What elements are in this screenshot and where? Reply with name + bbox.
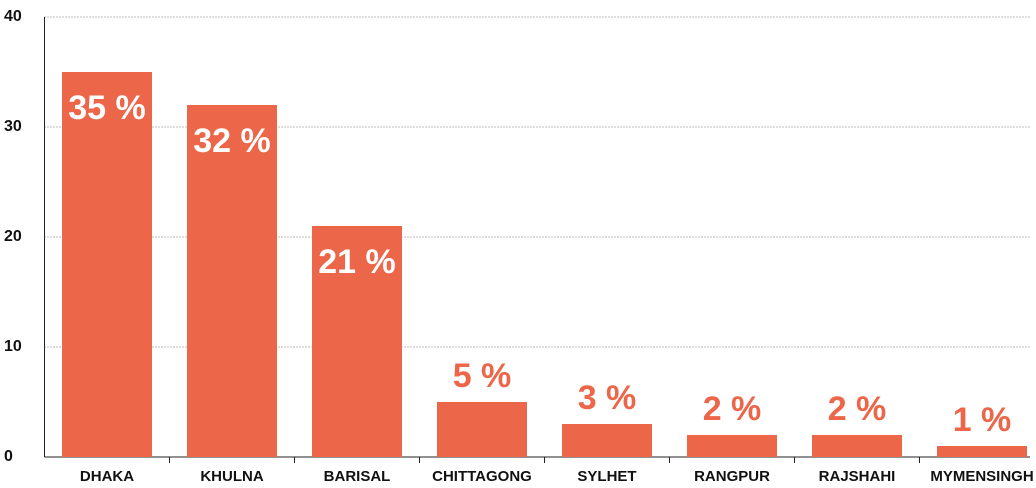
y-tick-label: 10 bbox=[4, 338, 22, 355]
value-label: 32 % bbox=[193, 122, 271, 160]
y-tick-label: 30 bbox=[4, 118, 22, 135]
bar bbox=[687, 435, 777, 457]
y-tick-label: 20 bbox=[4, 228, 22, 245]
value-label: 3 % bbox=[578, 379, 637, 417]
bar bbox=[937, 446, 1027, 457]
x-tick-label: BARISAL bbox=[324, 468, 391, 485]
x-tick-label: CHITTAGONG bbox=[432, 468, 532, 485]
value-label: 2 % bbox=[703, 390, 762, 428]
x-tick-label: RAJSHAHI bbox=[819, 468, 896, 485]
x-tick-label: MYMENSINGH bbox=[930, 468, 1033, 485]
y-tick-label: 40 bbox=[4, 8, 22, 25]
y-tick-label: 0 bbox=[4, 448, 13, 465]
value-label: 21 % bbox=[318, 243, 396, 281]
bar bbox=[437, 402, 527, 457]
x-tick-label: KHULNA bbox=[200, 468, 263, 485]
value-label: 5 % bbox=[453, 357, 512, 395]
x-tick-label: RANGPUR bbox=[694, 468, 770, 485]
value-label: 35 % bbox=[68, 89, 146, 127]
bar bbox=[62, 72, 152, 457]
bar bbox=[187, 105, 277, 457]
bar bbox=[312, 226, 402, 457]
bar bbox=[562, 424, 652, 457]
value-label: 2 % bbox=[828, 390, 887, 428]
x-tick-label: SYLHET bbox=[577, 468, 636, 485]
value-label: 1 % bbox=[953, 401, 1012, 439]
x-tick-label: DHAKA bbox=[80, 468, 134, 485]
bar bbox=[812, 435, 902, 457]
